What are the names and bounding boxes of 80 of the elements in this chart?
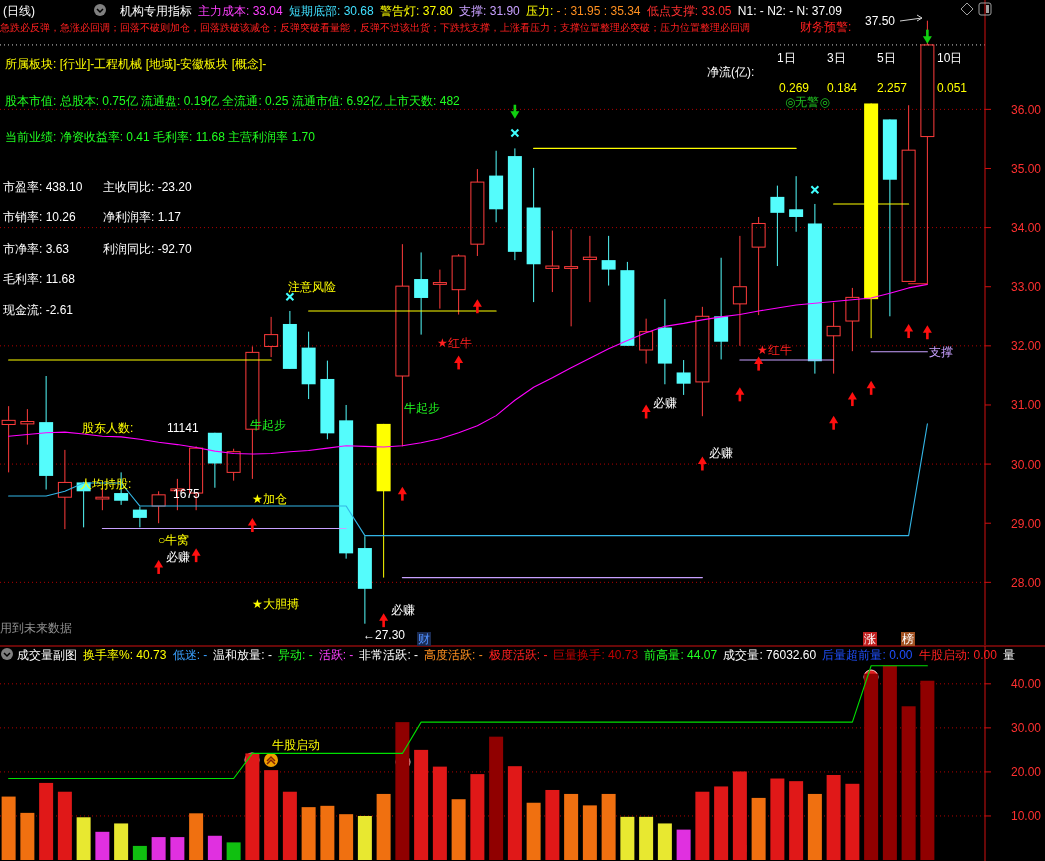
- annotation: 压力:: [526, 4, 554, 18]
- annotation: 市净率: 3.63: [3, 242, 70, 256]
- annotation: 股东人数:: [82, 421, 134, 435]
- point: [697, 456, 707, 464]
- annotation: 换手率%: 40.73: [83, 648, 167, 662]
- annotation: ★红牛: [437, 336, 472, 350]
- annotation: 温和放量: -: [213, 648, 273, 662]
- annotation: 主力成本: 33.04: [198, 4, 283, 18]
- annotation: 0.269: [779, 81, 810, 95]
- annotation: 低点支撑: 33.05: [646, 4, 732, 18]
- annotation: 1日: [777, 51, 796, 65]
- annotation: 支撑: [929, 345, 953, 359]
- annotation: 非常活跃: -: [359, 648, 419, 662]
- annotation: 成交量: 76032.60: [723, 648, 817, 662]
- annotation: 主收同比: -23.20: [103, 180, 192, 194]
- point: [754, 356, 764, 365]
- annotation: 支撑: 31.90: [459, 4, 520, 18]
- annotation: 3日: [827, 51, 846, 65]
- annotation: 低迷: -: [172, 648, 208, 662]
- annotation: 2.257: [877, 81, 908, 95]
- annotation: 必赚: [709, 446, 733, 460]
- point: [904, 324, 914, 332]
- annotation: 牛股启动: 0.00: [918, 648, 997, 662]
- annotation: 高度活跃: -: [424, 648, 483, 662]
- point: [454, 355, 464, 363]
- annotation: 净流(亿):: [707, 65, 755, 79]
- annotation: 5日: [877, 51, 896, 65]
- title: 成交量副图: [17, 648, 77, 662]
- annotation: 股本市值: 总股本: 0.75亿 流通盘: 0.19亿 全流通: 0.25 流通市值: 6.92亿 上市天数: 482: [5, 94, 460, 108]
- annotation: 注意风险: [288, 280, 336, 294]
- annotation: ←27.30: [363, 628, 406, 642]
- annotation: 榜: [902, 632, 914, 646]
- annotation: 当前业绩: 净资收益率: 0.41 毛利率: 11.68 主营利润率 1.70: [5, 130, 315, 144]
- annotation: 异动: -: [278, 648, 313, 662]
- point: [847, 392, 857, 400]
- annotation: ★大胆搏: [252, 597, 299, 611]
- annotation: 短期底部: 30.68: [289, 4, 374, 18]
- annotation: 必赚: [391, 603, 415, 617]
- point: [379, 613, 389, 621]
- annotation: 牛起步: [404, 401, 440, 415]
- annotation: 必赚: [166, 550, 190, 564]
- annotation: 市盈率: 438.10: [3, 180, 83, 194]
- annotation: 所属板块: [行业]-工程机械 [地域]-安徽板块 [概念]-: [5, 57, 267, 71]
- subtitle: 机构专用指标: [120, 4, 192, 18]
- annotation: 涨: [864, 632, 876, 646]
- annotation: 极度活跃: -: [488, 648, 548, 662]
- point: [922, 325, 932, 333]
- annotation: 活跃: -: [318, 648, 354, 662]
- point: [735, 387, 745, 395]
- annotation: 量: [1003, 648, 1016, 662]
- annotation: 巨量换手: 40.73: [553, 648, 639, 662]
- annotation: ★红牛: [757, 343, 792, 357]
- annotation: 用到未来数据: [0, 621, 72, 635]
- point: [472, 299, 482, 307]
- annotation: ○牛窝: [158, 533, 190, 547]
- annotation: 现金流: -2.61: [3, 303, 74, 317]
- annotation: 10日: [937, 51, 963, 65]
- annotation: ◎无警◎: [785, 95, 830, 109]
- annotation: 11141: [167, 421, 199, 435]
- annotation: 净利润率: 1.17: [103, 210, 182, 224]
- annotation: 牛股启动: [272, 738, 320, 752]
- annotation: N1: - N2: - N: 37.09: [737, 4, 842, 18]
- annotation: 利润同比: -92.70: [103, 242, 192, 256]
- annotation: 必赚: [653, 396, 677, 410]
- annotation: 37.50: [865, 14, 896, 28]
- point: [641, 404, 651, 412]
- annotation: ★加仓: [252, 492, 287, 506]
- annotation: 警告灯: 37.80: [380, 4, 453, 18]
- title: (日线): [3, 4, 35, 18]
- point: [191, 548, 201, 556]
- annotation: 后量超前量: 0.00: [822, 648, 913, 662]
- annotation: 市销率: 10.26: [3, 210, 76, 224]
- annotation: 0.184: [827, 81, 858, 95]
- annotation: 急跌必反弹，急涨必回调；回落不破则加仓，回落跌破该减仓；反弹突破看量能，反弹不过该出货；下跌找支撑，上涨看压力；支撑位置整理必突破；压力位置整理必回调: [0, 22, 750, 33]
- annotation: 前高量: 44.07: [644, 648, 718, 662]
- annotation: 财务预警:: [800, 20, 852, 34]
- annotation: 毛利率: 11.68: [3, 272, 75, 286]
- annotation: - : 31.95 : 35.34: [556, 4, 641, 18]
- annotation: 0.051: [937, 81, 968, 95]
- annotation: 财: [418, 632, 430, 646]
